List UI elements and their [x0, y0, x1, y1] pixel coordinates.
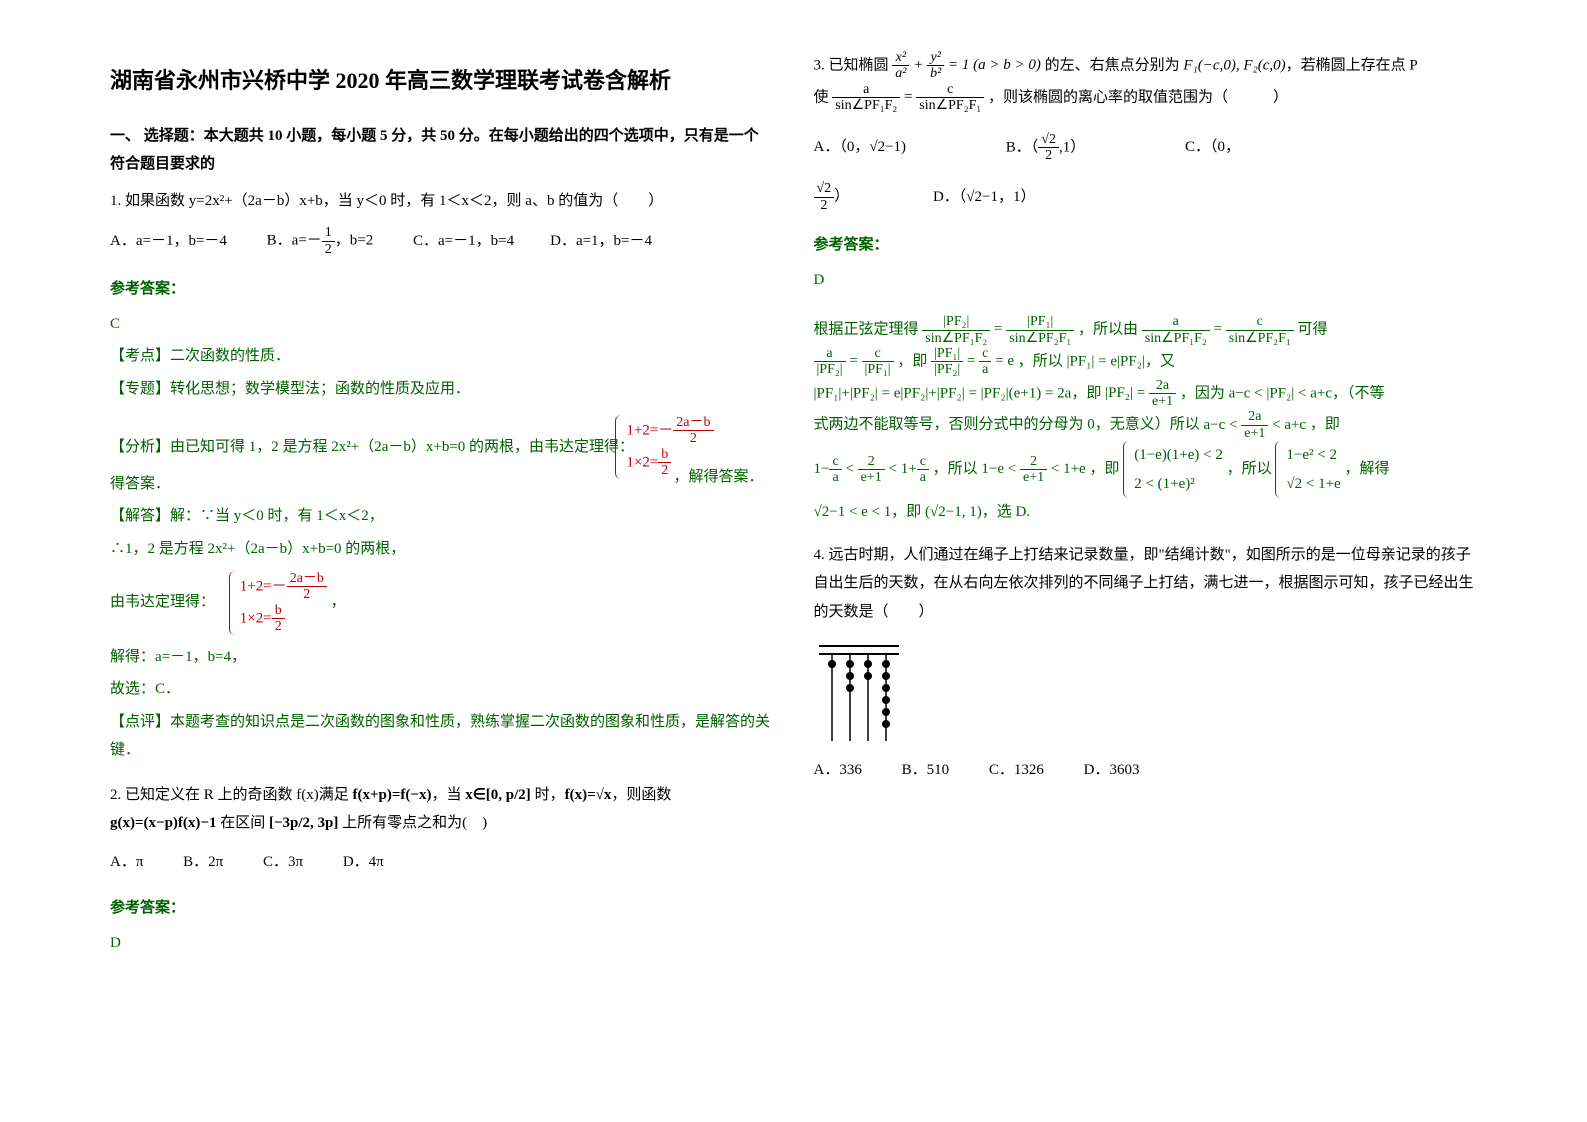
q3-stem-line1: 3. 已知椭圆 x²a² + y²b² = 1 (a > b > 0) 的左、右… — [814, 50, 1478, 82]
q4-options: A．336 B．510 C．1326 D．3603 — [814, 756, 1478, 785]
q1-dianping: 【点评】本题考查的知识点是二次函数的图象和性质，熟练掌握二次函数的图象和性质，是… — [110, 708, 774, 765]
q2-options: A．π B．2π C．3π D．4π — [110, 848, 774, 877]
q2-answer: D — [110, 929, 774, 958]
q3-sol-3: |PF₁|+|PF₂| = e|PF₂|+|PF₂| = |PF₂|(e+1) … — [814, 378, 1478, 410]
q2-optB: B．2π — [183, 848, 223, 877]
q2-optD: D．4π — [343, 848, 384, 877]
q1-zhuanti: 【专题】转化思想；数学模型法；函数的性质及应用． — [110, 375, 774, 404]
q3-options-2: √22） D．（√2−1，1） — [814, 181, 1478, 213]
q3-options: A．（0，√2−1) B．（√22,1） C．（0， — [814, 132, 1478, 164]
q3-optD: D．（√2−1，1） — [933, 183, 1036, 212]
q1-fenxi: 【分析】由已知可得 1，2 是方程 2x²+（2a－b）x+b=0 的两根，由韦… — [110, 433, 774, 462]
q1-jd4: 解得：a=－1，b=4， — [110, 643, 774, 672]
q3-sol-1: 根据正弦定理得 |PF₂|sin∠PF₁F₂ = |PF₁|sin∠PF₂F₁ … — [814, 314, 1478, 346]
q1-optD: D．a=1，b=－4 — [550, 227, 652, 256]
q1-optA: A．a=－1，b=－4 — [110, 227, 227, 256]
q2-stem-2: g(x)=(x−p)f(x)−1 在区间 [−3p/2, 3p] 上所有零点之和… — [110, 809, 774, 838]
q4-optB: B．510 — [902, 756, 950, 785]
q1-jd1: 【解答】解：∵当 y＜0 时，有 1＜x＜2， — [110, 502, 774, 531]
q3-answer: D — [814, 266, 1478, 295]
q2-optA: A．π — [110, 848, 143, 877]
section1-header: 一、 选择题：本大题共 10 小题，每小题 5 分，共 50 分。在每小题给出的… — [110, 122, 774, 179]
q3-sol-5: 1−ca < 2e+1 < 1+ca ，所以 1−e < 2e+1 < 1+e … — [814, 441, 1478, 498]
q4-optC: C．1326 — [989, 756, 1044, 785]
q1-answer: C — [110, 310, 774, 339]
page-title: 湖南省永州市兴桥中学 2020 年高三数学理联考试卷含解析 — [110, 60, 774, 102]
q1-optC: C．a=－1，b=4 — [413, 227, 514, 256]
q4-stem: 4. 远古时期，人们通过在绳子上打结来记录数量，即"结绳计数"，如图所示的是一位… — [814, 541, 1478, 627]
q1-jd2: ∴1，2 是方程 2x²+（2a－b）x+b=0 的两根， — [110, 535, 774, 564]
q3-optA: A．（0，√2−1) — [814, 133, 907, 162]
q1-jd3-block: 由韦达定理得： 1+2=－2a－b2 1×2=b2 ， — [110, 571, 774, 635]
q1-options: A．a=－1，b=－4 B．a=－12，b=2 C．a=－1，b=4 D．a=1，… — [110, 225, 774, 257]
q3-optB: B．（√22,1） — [1006, 132, 1085, 164]
q2-optC: C．3π — [263, 848, 303, 877]
q3-optC: C．（0， — [1185, 133, 1240, 162]
q3-stem-line2: 使 asin∠PF₁F₂ = csin∠PF₂F₁ ，则该椭圆的离心率的取值范围… — [814, 82, 1478, 114]
q1-answer-label: 参考答案： — [110, 275, 774, 304]
q3-sol-4: 式两边不能取等号，否则分式中的分母为 0，无意义）所以 a−c < 2ae+1 … — [814, 409, 1478, 441]
q1-optB: B．a=－12，b=2 — [267, 225, 374, 257]
q3-sol-6: √2−1 < e < 1，即 (√2−1, 1)，选 D. — [814, 498, 1478, 527]
q1-jd5: 故选：C． — [110, 675, 774, 704]
q4-optD: D．3603 — [1084, 756, 1140, 785]
q4-optA: A．336 — [814, 756, 862, 785]
q2-stem: 2. 已知定义在 R 上的奇函数 f(x)满足 f(x+p)=f(−x)，当 x… — [110, 781, 774, 810]
knot-diagram — [814, 636, 904, 746]
q1-stem: 1. 如果函数 y=2x²+（2a－b）x+b，当 y＜0 时，有 1＜x＜2，… — [110, 187, 774, 216]
q3-answer-label: 参考答案： — [814, 231, 1478, 260]
q3-sol-2: a|PF₂| = c|PF₁| ，即 |PF₁||PF₂| = ca = e ，… — [814, 346, 1478, 378]
q1-kaodian: 【考点】二次函数的性质． — [110, 342, 774, 371]
q2-answer-label: 参考答案： — [110, 894, 774, 923]
